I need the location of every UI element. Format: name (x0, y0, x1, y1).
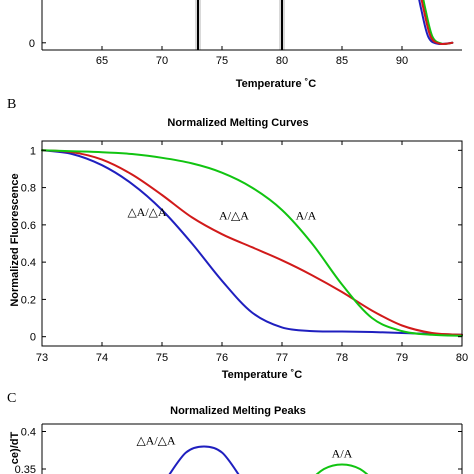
panel-b-x-tick-label-77: 77 (276, 352, 288, 364)
panel-a-x-tick-label-80: 80 (276, 55, 288, 67)
panel-b-title: Normalized Melting Curves (167, 117, 308, 129)
cutoff-lines (195, 0, 285, 50)
panel-b-x-ticks: 73 74 75 76 77 78 79 80 (36, 141, 468, 364)
panel-b-y-tick-label-0-6: 0.6 (21, 220, 36, 232)
panel-b-y-tick-label-0-8: 0.8 (21, 183, 36, 195)
panel-b-x-tick-label-79: 79 (396, 352, 408, 364)
series-line-delta-a-delta-a (41, 149, 463, 336)
panel-c-y-tick-label-0-35: 0.35 (15, 464, 36, 474)
panel-a-green-drop (422, 0, 454, 46)
panel-b-y-axis-title: Normalized Fluorescence (9, 173, 21, 306)
panel-c-series-line-delta-a-delta-a (168, 445, 240, 474)
panel-b-y-tick-label-0: 0 (30, 332, 36, 344)
panel-c-annotation-delta-a-delta-a: △A/△A (136, 434, 175, 448)
panel-b-x-tick-label-75: 75 (156, 352, 168, 364)
panel-b-y-ticks: 0 0.2 0.4 0.6 0.8 1 (21, 145, 462, 344)
panel-c-title: Normalized Melting Peaks (170, 405, 306, 417)
panel-letter-c: C (7, 391, 16, 406)
annotation-a-delta-a: A/△A (219, 209, 249, 223)
panel-a-axes (41, 0, 462, 51)
panel-c-axes (41, 423, 463, 474)
panel-b-x-tick-label-78: 78 (336, 352, 348, 364)
panel-c-annotation-a-a: A/A (332, 446, 353, 460)
panel-c-series-line-a-a (315, 463, 369, 474)
panel-c-y-ticks: 0.35 0.4 (15, 427, 462, 474)
panel-c-y-tick-label-0-4: 0.4 (21, 427, 36, 439)
panel-c: Normalized Melting Peaks ce)/dT 0.350.4 … (9, 405, 463, 474)
panel-c-annotations: △A/△A A/A (136, 434, 352, 461)
panel-b-y-tick-label-0-2: 0.2 (21, 294, 36, 306)
panel-b-y-tick-label-0-4: 0.4 (21, 257, 36, 269)
panel-a-x-tick-label-65: 65 (96, 55, 108, 67)
panel-a-x-tick-label-85: 85 (336, 55, 348, 67)
panel-a-y-ticks: 01 (29, 0, 46, 50)
panel-a-red-drop (420, 0, 454, 46)
panel-b-x-tick-label-73: 73 (36, 352, 48, 364)
panel-b-x-tick-label-74: 74 (96, 352, 108, 364)
panel-a-x-tick-label-75: 75 (216, 55, 228, 67)
panel-a-blue-drop (418, 0, 454, 46)
panel-b-plot-frame (41, 140, 463, 347)
panel-b-series (41, 149, 463, 337)
annotation-a-a: A/A (296, 209, 317, 223)
panel-b: Normalized Melting Curves Normalized Flu… (9, 117, 468, 381)
panel-a-x-tick-label-70: 70 (156, 55, 168, 67)
panel-c-series (168, 445, 369, 474)
panel-a-y-tick-label-1: 1 (29, 0, 35, 2)
annotation-delta-a-delta-a: △A/△A (127, 205, 166, 219)
series-line-a-delta-a (41, 149, 463, 336)
panel-b-y-tick-label-1: 1 (30, 145, 36, 157)
panel-a-curves (418, 0, 454, 46)
panel-b-x-tick-label-76: 76 (216, 352, 228, 364)
panel-a-x-axis-title: Temperature ˚C (236, 78, 317, 90)
panel-letter-b: B (7, 97, 16, 112)
panel-a-x-ticks: 65 70 75 80 85 90 (96, 46, 408, 67)
panel-c-y-axis-title: ce)/dT (9, 432, 21, 465)
panel-a-y-tick-label-0: 0 (29, 38, 35, 50)
series-line-a-a (41, 149, 463, 337)
panel-b-x-axis-title: Temperature ˚C (222, 369, 303, 381)
panel-a-x-tick-label-90: 90 (396, 55, 408, 67)
panel-b-axes (41, 140, 463, 347)
panel-b-x-tick-label-80: 80 (456, 352, 468, 364)
panel-b-annotations: △A/△A A/△A A/A (127, 205, 316, 223)
